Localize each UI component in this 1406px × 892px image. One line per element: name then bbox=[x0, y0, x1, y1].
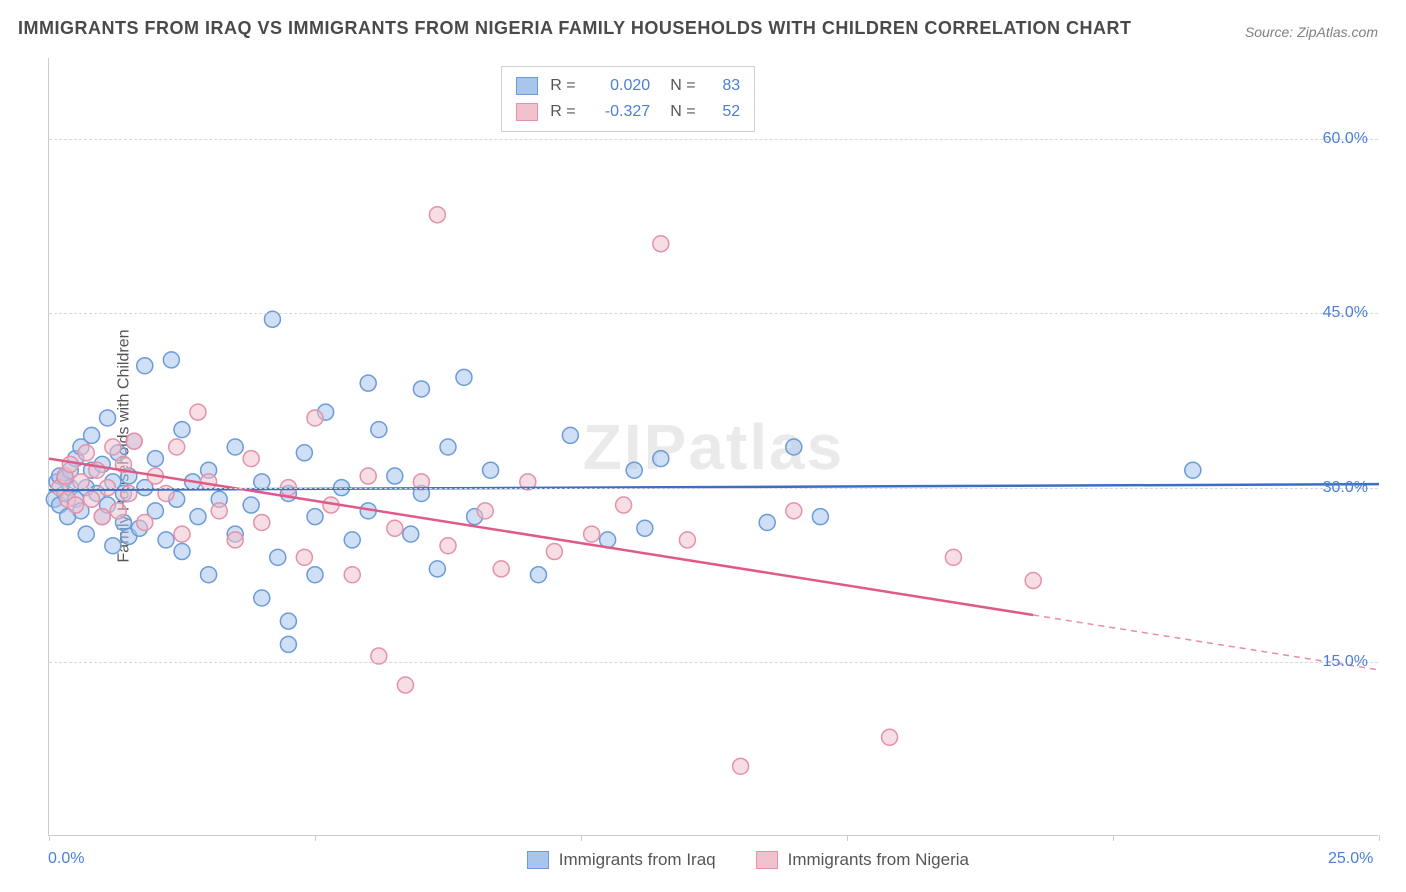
y-tick-label: 60.0% bbox=[1323, 130, 1368, 148]
series-legend: Immigrants from Iraq Immigrants from Nige… bbox=[527, 850, 969, 870]
y-tick-label: 15.0% bbox=[1323, 653, 1368, 671]
source-label: Source: ZipAtlas.com bbox=[1245, 24, 1378, 40]
chart-title: IMMIGRANTS FROM IRAQ VS IMMIGRANTS FROM … bbox=[18, 18, 1131, 39]
x-tick-label-max: 25.0% bbox=[1328, 850, 1373, 868]
plot-area: ZIPatlas R =0.020N =83R =-0.327N =52 15.… bbox=[48, 58, 1378, 836]
legend-item: Immigrants from Nigeria bbox=[756, 850, 969, 870]
y-tick-label: 30.0% bbox=[1323, 479, 1368, 497]
legend-item: Immigrants from Iraq bbox=[527, 850, 716, 870]
correlation-legend: R =0.020N =83R =-0.327N =52 bbox=[501, 66, 755, 132]
scatter-svg bbox=[49, 58, 1378, 835]
x-tick-label-min: 0.0% bbox=[48, 850, 84, 868]
y-tick-label: 45.0% bbox=[1323, 304, 1368, 322]
